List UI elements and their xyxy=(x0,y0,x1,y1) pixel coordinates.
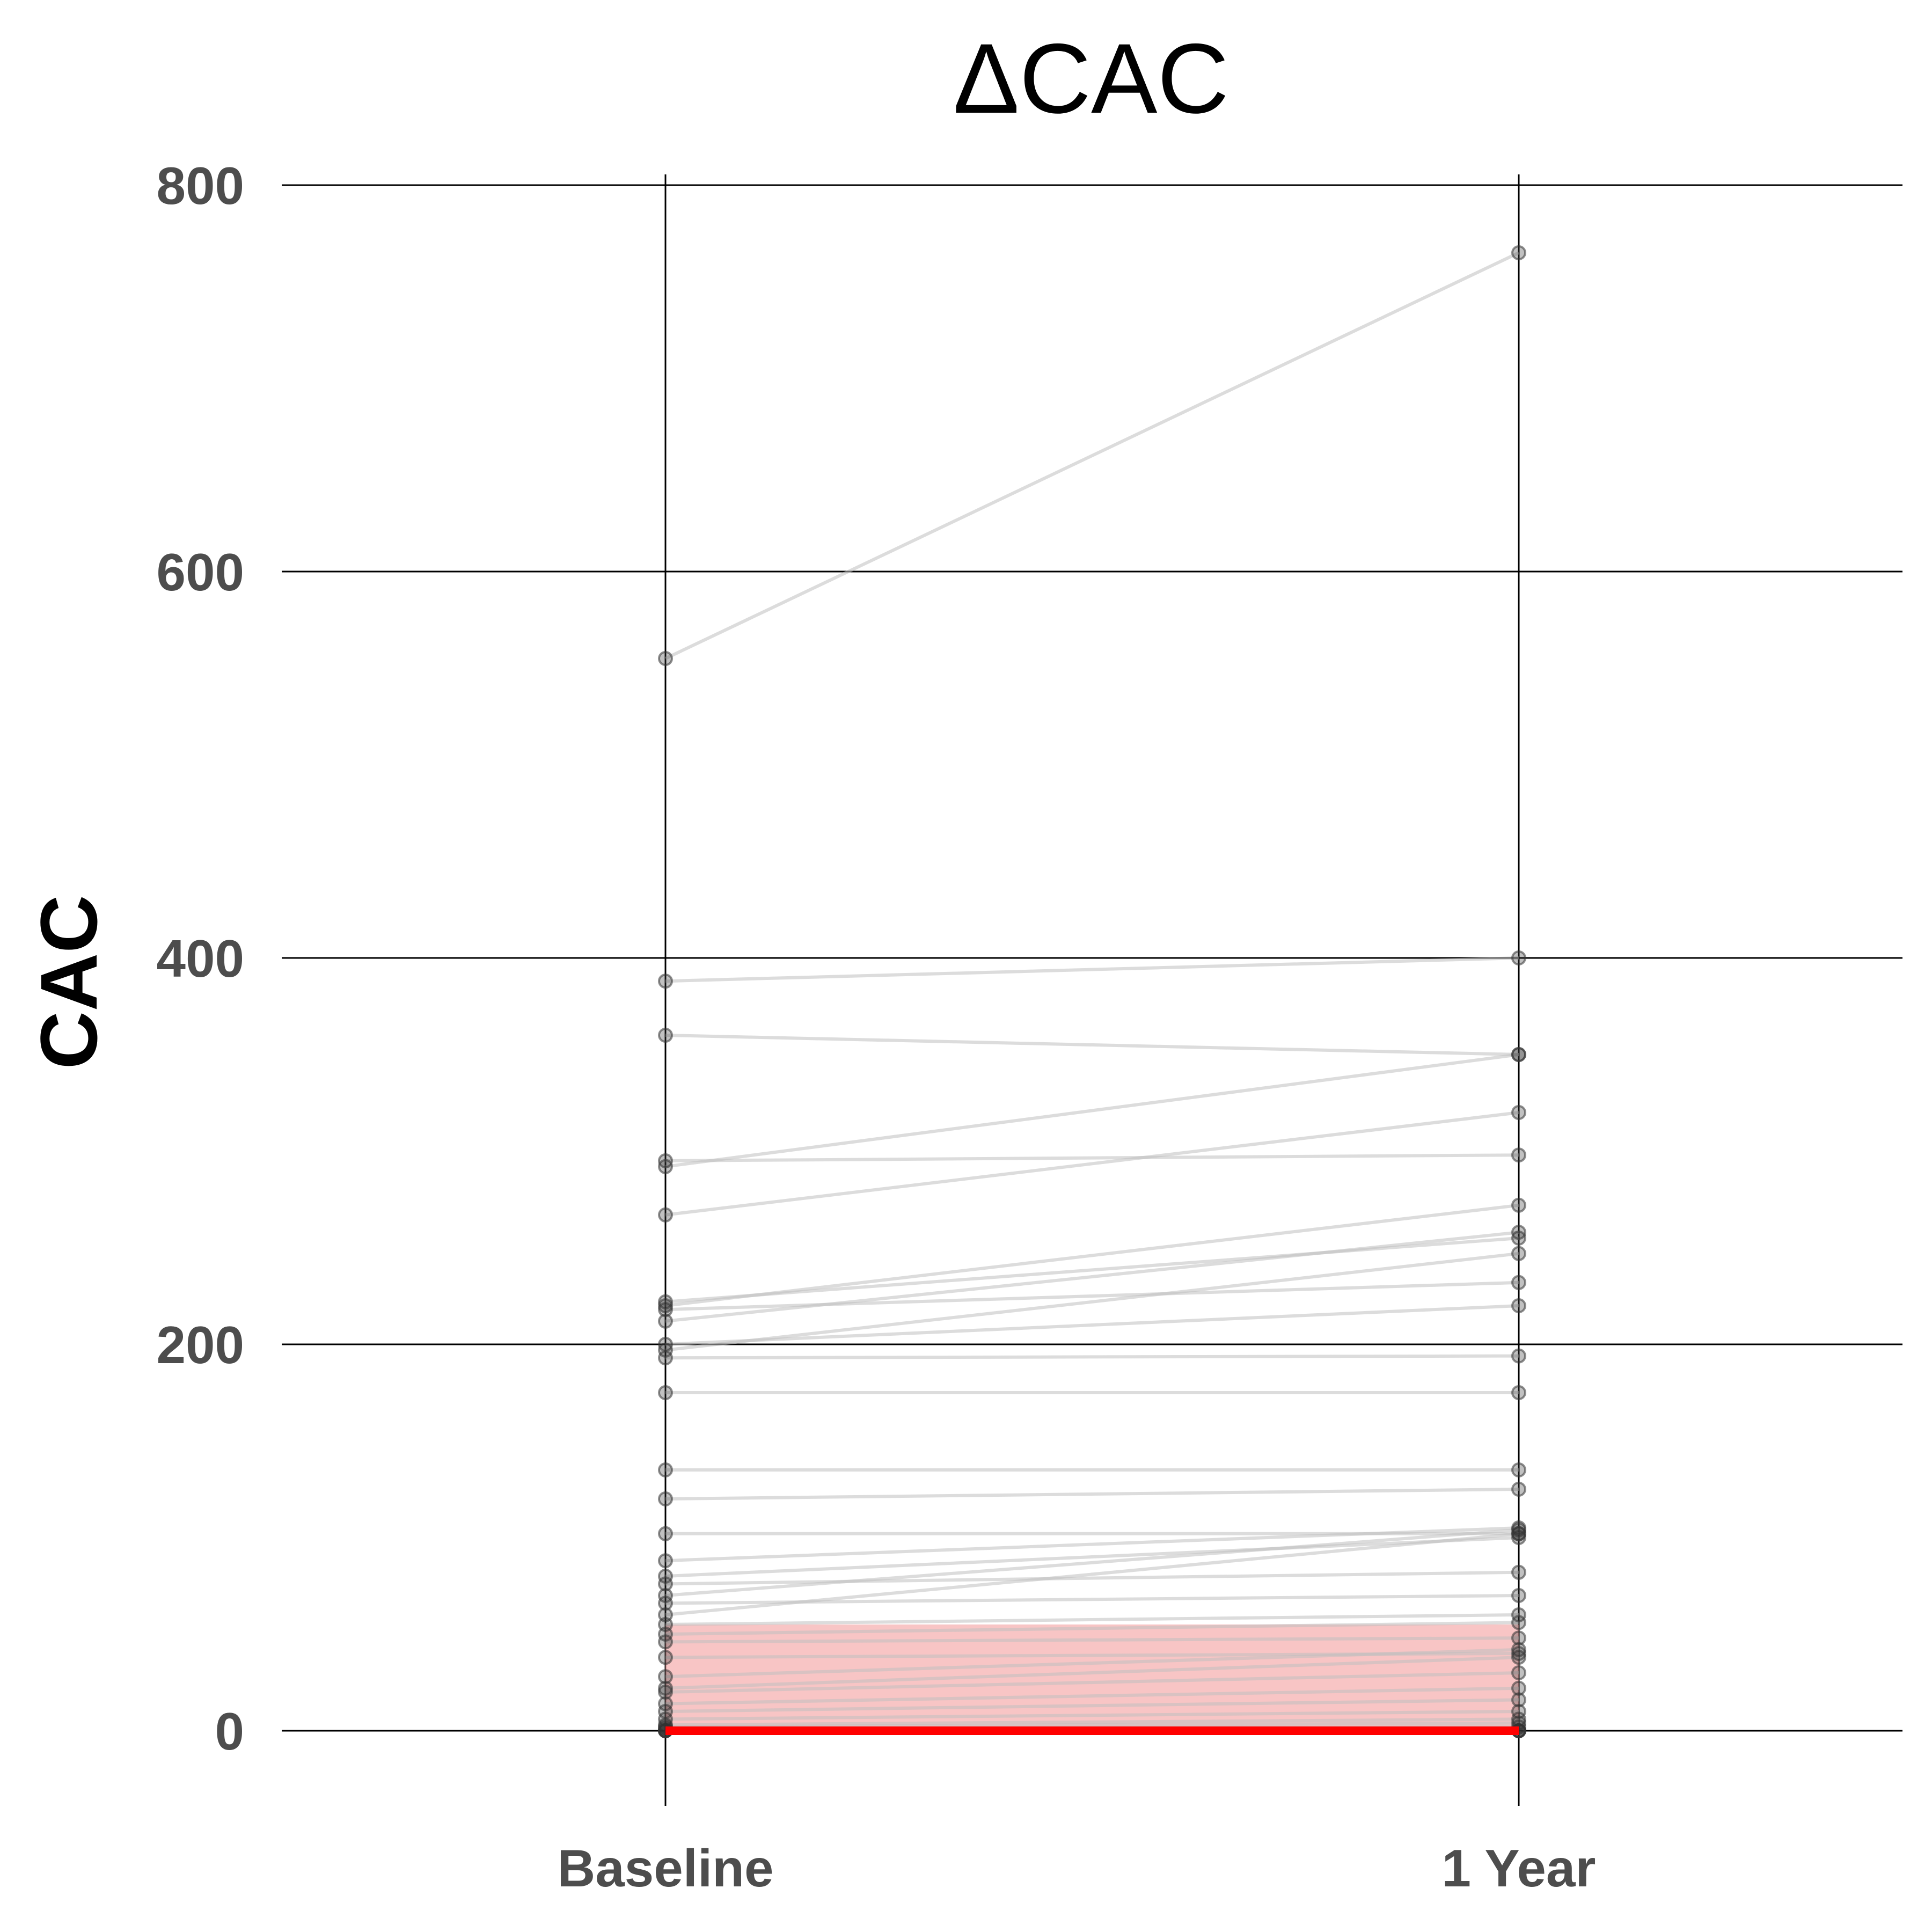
paired-line xyxy=(665,1304,1519,1346)
data-point xyxy=(1511,950,1526,965)
data-point xyxy=(658,1350,673,1366)
data-point xyxy=(658,1669,673,1685)
data-point xyxy=(1511,1275,1526,1290)
paired-line xyxy=(665,1236,1519,1304)
paired-line xyxy=(665,1686,1519,1706)
data-point xyxy=(1511,1225,1526,1240)
data-point xyxy=(1511,1385,1526,1400)
paired-line xyxy=(665,1671,1519,1694)
paired-line xyxy=(665,1231,1519,1323)
points-layer xyxy=(658,245,1526,1738)
paired-line xyxy=(665,1252,1519,1352)
data-point xyxy=(1511,1665,1526,1680)
y-tick-label: 0 xyxy=(215,1702,244,1761)
data-point xyxy=(658,1385,673,1400)
paired-line xyxy=(665,1621,1519,1636)
data-point xyxy=(1511,1526,1526,1541)
paired-line xyxy=(665,1354,1519,1360)
data-point xyxy=(1511,1047,1526,1062)
data-point xyxy=(658,1313,673,1329)
paired-line xyxy=(665,1721,1519,1729)
y-tick-label: 400 xyxy=(156,929,244,988)
data-point xyxy=(658,1634,673,1650)
paired-line xyxy=(665,1203,1519,1307)
paired-line xyxy=(665,1280,1519,1312)
data-point xyxy=(1511,1650,1526,1665)
data-point xyxy=(658,1028,673,1043)
data-point xyxy=(1511,1197,1526,1213)
data-point xyxy=(658,1576,673,1592)
data-point xyxy=(1511,1105,1526,1120)
text-layer: ΔCAC CAC 0 200 400 600 800 Baseline 1 Year xyxy=(24,24,1596,1898)
paired-line xyxy=(665,956,1519,983)
data-point xyxy=(1511,1482,1526,1497)
y-axis-label: CAC xyxy=(24,895,114,1070)
paired-line xyxy=(665,1636,1519,1644)
data-point xyxy=(658,1596,673,1611)
chart-title: ΔCAC xyxy=(953,24,1229,134)
data-point xyxy=(658,1685,673,1700)
paired-line xyxy=(665,1111,1519,1217)
data-point xyxy=(1511,1147,1526,1163)
paired-line xyxy=(665,1648,1519,1679)
data-point xyxy=(658,1159,673,1174)
paired-line xyxy=(665,1613,1519,1626)
data-point xyxy=(1511,245,1526,260)
paired-line xyxy=(665,1698,1519,1713)
data-point xyxy=(658,1462,673,1477)
data-point xyxy=(1511,1298,1526,1313)
paired-line xyxy=(665,1488,1519,1501)
paired-line xyxy=(665,1710,1519,1721)
data-point xyxy=(1511,1615,1526,1630)
data-point xyxy=(1511,1588,1526,1603)
paired-line xyxy=(665,1034,1519,1056)
data-point xyxy=(658,1302,673,1318)
data-point xyxy=(658,1553,673,1569)
data-point xyxy=(1511,1692,1526,1708)
paired-line xyxy=(665,1053,1519,1168)
paired-line xyxy=(665,1528,1519,1597)
data-point xyxy=(1511,1348,1526,1364)
y-tick-label: 200 xyxy=(156,1315,244,1374)
paired-line xyxy=(665,1532,1519,1616)
data-point xyxy=(1511,1680,1526,1696)
paired-line xyxy=(665,1656,1519,1690)
data-point xyxy=(658,974,673,989)
data-point xyxy=(658,1526,673,1541)
data-point xyxy=(658,1491,673,1506)
data-point xyxy=(1511,1246,1526,1261)
paired-line xyxy=(665,1717,1519,1727)
paired-lines-layer xyxy=(664,251,1520,1732)
y-tick-label: 800 xyxy=(156,156,244,215)
paired-line xyxy=(665,1570,1519,1586)
data-point xyxy=(1511,1462,1526,1477)
data-point xyxy=(658,651,673,666)
data-point xyxy=(658,1650,673,1665)
x-tick-label: 1 Year xyxy=(1441,1839,1596,1898)
x-tick-label: Baseline xyxy=(557,1839,773,1898)
y-tick-label: 600 xyxy=(156,543,244,602)
paired-line xyxy=(665,1536,1519,1578)
paired-line xyxy=(665,1526,1519,1563)
grid-layer xyxy=(282,174,1902,1806)
paired-line xyxy=(664,251,1520,660)
paired-line xyxy=(665,1153,1519,1162)
data-point xyxy=(1511,1630,1526,1646)
data-point xyxy=(658,1207,673,1223)
data-point xyxy=(1511,1564,1526,1580)
